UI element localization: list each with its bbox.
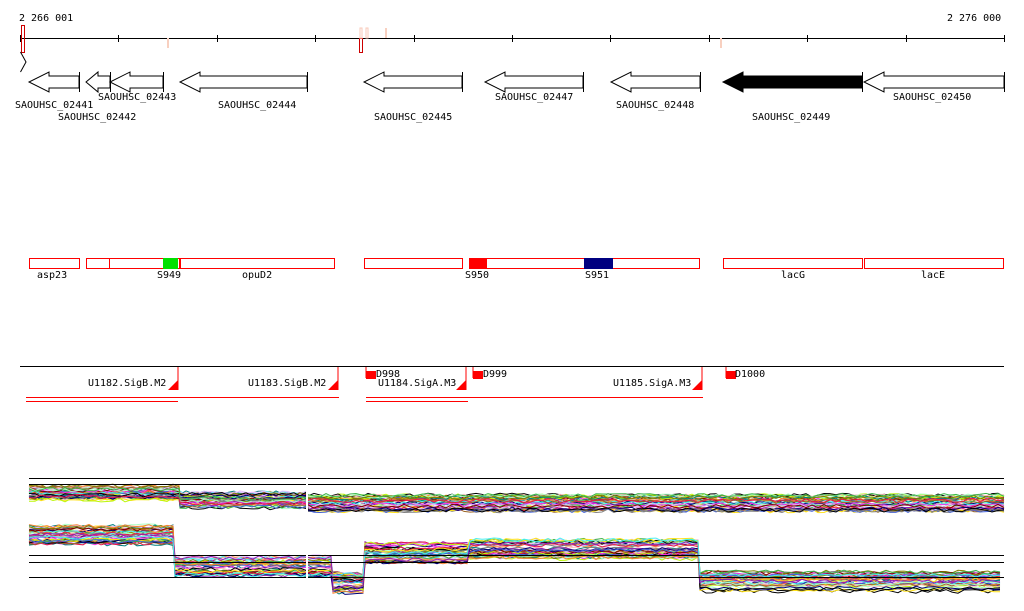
feature-box[interactable] [86,258,110,269]
feature-S950[interactable] [469,258,487,269]
expression-trace [28,483,1005,500]
promoter-triangle-icon [168,380,178,390]
ruler-start-label: 2 266 001 [19,13,74,24]
expression-trace [28,537,1001,583]
feature-label: S951 [585,270,610,281]
expression-trace [28,487,1005,504]
promoter-triangle-icon [456,380,466,390]
expression-trace [28,532,1001,590]
downstream-label[interactable]: D998 [376,369,401,380]
gene-arrow-SAOUHSC_02447[interactable] [483,71,584,93]
feature-label: asp23 [37,270,68,281]
downstream-marker [366,371,376,379]
forward-arrow-icon [20,51,27,73]
feature-lacG[interactable] [723,258,863,269]
gene-arrow-SAOUHSC_02443[interactable] [108,71,164,93]
promoter-label[interactable]: U1183.SigB.M2 [248,378,327,389]
ruler-markers [21,25,722,53]
feature-label: opuD2 [242,270,273,281]
expression-trace [28,523,1001,582]
feature-label: S950 [465,270,490,281]
gene-arrow-SAOUHSC_02448[interactable] [609,71,701,93]
gene-arrow-SAOUHSC_02449[interactable] [721,71,863,93]
gene-label[interactable]: SAOUHSC_02448 [616,100,695,111]
expression-trace [28,484,1005,508]
expression-trace [28,486,1005,501]
feature-lacE[interactable] [864,258,1004,269]
expression-trace [29,491,1005,513]
gene-arrow-SAOUHSC_02445[interactable] [362,71,463,93]
promoter-triangle-icon [692,380,702,390]
gene-arrow-SAOUHSC_02450[interactable] [862,71,1005,93]
feature-box[interactable] [109,258,180,269]
feature-S951[interactable] [584,258,613,269]
gene-label[interactable]: SAOUHSC_02447 [495,92,574,103]
gene-label[interactable]: SAOUHSC_02442 [58,112,137,123]
gene-arrow-SAOUHSC_02444[interactable] [178,71,308,93]
promoter-label[interactable]: U1182.SigB.M2 [88,378,167,389]
feature-S949[interactable] [163,258,178,269]
gene-arrow-SAOUHSC_02441[interactable] [27,71,80,93]
gene-label[interactable]: SAOUHSC_02450 [893,92,972,103]
expression-trace [29,490,1005,505]
promoter-label[interactable]: U1184.SigA.M3 [378,378,457,389]
expression-trace [28,490,1005,506]
promoter-label[interactable]: U1185.SigA.M3 [613,378,692,389]
feature-box[interactable] [364,258,463,269]
expression-trace [28,534,1001,578]
gene-arrow-SAOUHSC_02442[interactable] [85,70,111,94]
expression-trace [28,539,1001,585]
feature-label: lacE [921,270,946,281]
gene-label[interactable]: SAOUHSC_02449 [752,112,831,123]
ruler [20,35,1005,42]
downstream-marker [726,371,736,379]
gene-label[interactable]: SAOUHSC_02445 [374,112,453,123]
expression-trace [28,493,1005,506]
feature-asp23[interactable] [29,258,80,269]
gene-label[interactable]: SAOUHSC_02441 [15,100,94,111]
ruler-end-label: 2 276 000 [947,13,1002,24]
promoter-triangle-icon [328,380,338,390]
downstream-label[interactable]: D999 [483,369,508,380]
feature-opuD2[interactable] [180,258,335,269]
gene-label[interactable]: SAOUHSC_02443 [98,92,177,103]
downstream-marker [473,371,483,379]
gene-label[interactable]: SAOUHSC_02444 [218,100,297,111]
promoter-track [20,366,1004,402]
feature-label: lacG [781,270,806,281]
feature-label: S949 [157,270,182,281]
expression-plot [28,470,1005,600]
expression-trace [28,487,1005,509]
downstream-label[interactable]: D1000 [735,369,766,380]
